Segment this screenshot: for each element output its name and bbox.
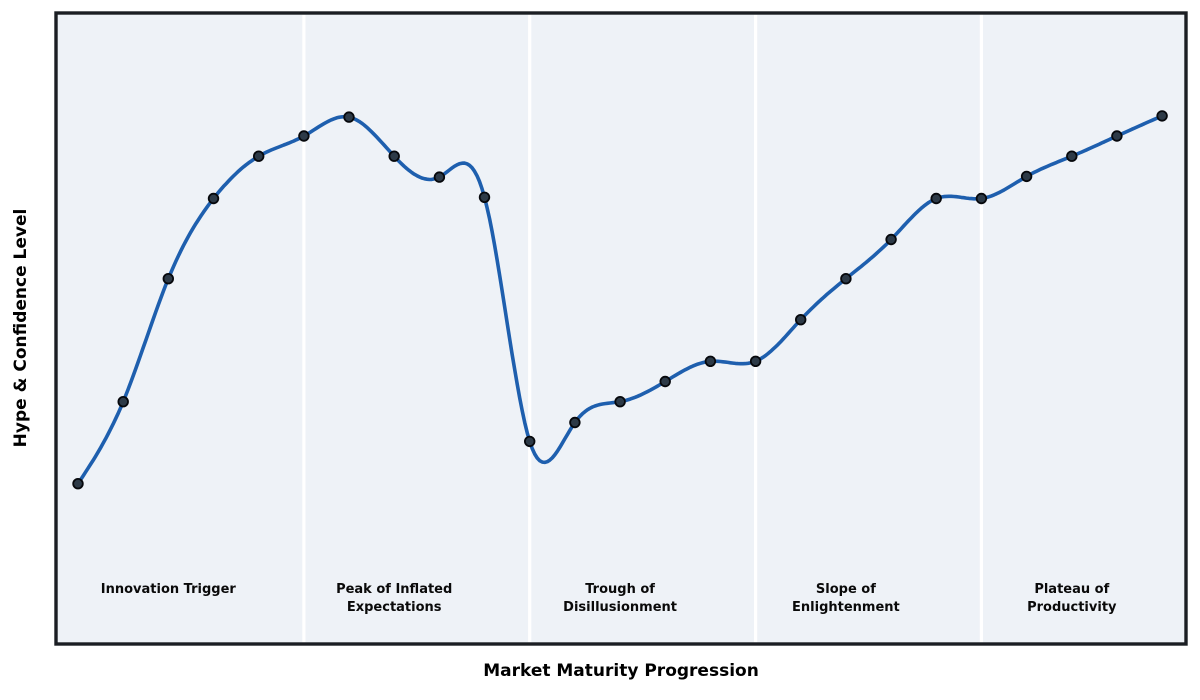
data-point-24 xyxy=(1156,110,1168,122)
y-axis-label: Hype & Confidence Level xyxy=(11,208,31,448)
data-point-12 xyxy=(614,396,626,408)
data-point-4 xyxy=(253,150,265,162)
phase-label-line: Productivity xyxy=(1027,600,1117,615)
data-point-17 xyxy=(840,273,852,285)
data-point-22 xyxy=(1066,150,1078,162)
x-axis-label: Market Maturity Progression xyxy=(483,661,759,681)
data-point-16 xyxy=(795,314,807,326)
phase-label-line: Plateau of xyxy=(1034,582,1110,597)
data-point-21 xyxy=(1020,170,1033,183)
data-point-6 xyxy=(343,111,355,123)
phase-label-4: Slope of Enlightenment xyxy=(792,581,900,617)
phase-label-line: Enlightenment xyxy=(792,600,900,615)
data-point-13 xyxy=(659,375,671,388)
plot-border xyxy=(54,11,1188,646)
data-point-3 xyxy=(207,192,220,205)
phase-label-line: Innovation Trigger xyxy=(100,582,236,597)
phase-label-3: Trough of Disillusionment xyxy=(563,581,677,617)
data-point-20 xyxy=(975,192,988,205)
phase-label-line: Trough of xyxy=(585,582,655,597)
phase-label-line: Peak of Inflated xyxy=(336,582,453,597)
data-point-7 xyxy=(388,150,400,162)
data-point-10 xyxy=(524,435,536,448)
data-point-18 xyxy=(885,233,897,246)
data-point-5 xyxy=(298,130,310,142)
data-point-19 xyxy=(930,192,942,205)
phase-label-line: Slope of xyxy=(815,582,876,597)
plot-background xyxy=(56,13,1186,644)
data-point-14 xyxy=(704,355,717,368)
data-point-23 xyxy=(1111,130,1123,142)
data-point-0 xyxy=(72,478,84,490)
data-point-2 xyxy=(162,273,175,285)
data-point-9 xyxy=(478,191,491,204)
phase-label-5: Plateau of Productivity xyxy=(1027,581,1116,617)
phase-label-line: Disillusionment xyxy=(563,600,678,615)
data-point-8 xyxy=(433,171,446,183)
data-point-1 xyxy=(117,396,129,408)
phase-label-2: Peak of Inflated Expectations xyxy=(336,581,452,617)
phase-label-line: Expectations xyxy=(346,600,442,615)
data-point-15 xyxy=(749,355,762,368)
data-point-11 xyxy=(569,416,581,429)
phase-label-1: Innovation Trigger xyxy=(101,581,236,599)
